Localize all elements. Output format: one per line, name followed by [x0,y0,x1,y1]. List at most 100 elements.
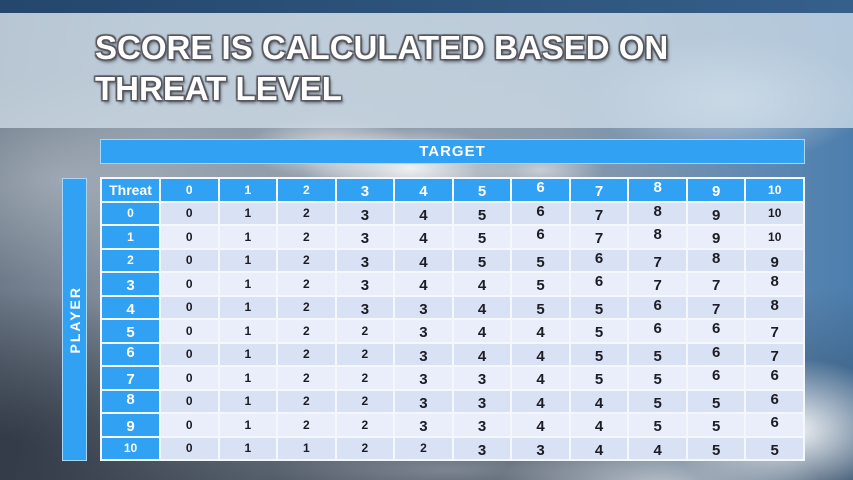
score-cell: 3 [395,343,452,365]
score-cell: 7 [629,273,686,295]
score-cell: 3 [453,437,511,459]
score-cell: 3 [395,390,452,412]
score-cell: 2 [278,343,335,365]
score-cell: 4 [512,414,569,436]
player-row-label: 8 [102,390,159,412]
player-row-label: 6 [102,343,159,365]
player-row-label: 10 [102,437,159,459]
top-sky-strip [0,0,853,13]
target-label: TARGET [419,143,486,160]
score-cell: 5 [629,343,686,365]
score-cell: 0 [161,273,218,295]
score-cell: 2 [336,390,394,412]
score-cell: 2 [336,437,394,459]
target-column-header: 2 [278,179,335,201]
score-cell: 2 [336,343,394,365]
score-cell: 2 [336,367,394,389]
score-cell: 3 [453,414,511,436]
score-cell: 10 [746,226,803,248]
score-cell: 9 [687,202,745,224]
score-cell: 0 [161,367,218,389]
score-cell: 5 [687,414,745,436]
player-row-label: 9 [102,414,159,436]
score-cell: 2 [278,367,335,389]
score-cell: 4 [512,390,569,412]
score-cell: 2 [278,296,335,318]
score-cell: 9 [746,249,803,271]
score-cell: 2 [278,390,335,412]
score-cell: 6 [687,320,745,342]
score-cell: 2 [278,320,335,342]
score-cell: 0 [161,296,218,318]
player-row-label: 5 [102,320,159,342]
score-cell: 3 [512,437,569,459]
score-cell: 3 [336,226,394,248]
threat-corner-header: Threat [102,179,159,201]
score-cell: 5 [453,202,511,224]
score-cell: 3 [453,367,511,389]
player-row-label: 2 [102,249,159,271]
score-cell: 5 [746,437,803,459]
score-cell: 4 [453,320,511,342]
score-cell: 8 [687,249,745,271]
score-cell: 0 [161,226,218,248]
score-cell: 4 [570,390,628,412]
score-cell: 0 [161,320,218,342]
score-cell: 0 [161,390,218,412]
score-cell: 0 [161,437,218,459]
score-cell: 2 [278,414,335,436]
score-cell: 8 [629,226,686,248]
target-column-header: 3 [336,179,394,201]
target-header-bar: TARGET [100,139,805,164]
target-column-header: 8 [629,179,686,201]
target-column-header: 4 [395,179,452,201]
score-cell: 4 [453,343,511,365]
score-cell: 5 [570,320,628,342]
score-cell: 1 [219,343,277,365]
score-cell: 1 [219,273,277,295]
score-cell: 7 [687,296,745,318]
score-cell: 1 [219,202,277,224]
score-cell: 0 [161,414,218,436]
score-cell: 8 [746,296,803,318]
score-cell: 5 [570,343,628,365]
score-cell: 7 [629,249,686,271]
player-label: PLAYER [66,285,83,354]
score-cell: 5 [570,296,628,318]
score-cell: 1 [219,296,277,318]
score-cell: 4 [512,343,569,365]
score-cell: 2 [278,249,335,271]
score-cell: 7 [746,343,803,365]
score-cell: 1 [219,226,277,248]
score-cell: 6 [629,320,686,342]
player-sidebar-bar: PLAYER [62,178,87,461]
score-cell: 5 [453,226,511,248]
score-cell: 5 [629,414,686,436]
score-cell: 5 [512,249,569,271]
score-cell: 1 [219,437,277,459]
score-cell: 1 [219,320,277,342]
score-cell: 4 [453,296,511,318]
score-cell: 6 [687,343,745,365]
score-cell: 3 [336,249,394,271]
score-cell: 4 [512,367,569,389]
score-cell: 5 [512,273,569,295]
title-band [0,13,853,128]
score-cell: 7 [687,273,745,295]
score-cell: 5 [629,390,686,412]
score-cell: 5 [512,296,569,318]
score-cell: 1 [219,367,277,389]
score-cell: 7 [570,202,628,224]
score-cell: 3 [336,273,394,295]
score-cell: 3 [336,296,394,318]
score-cell: 2 [395,437,452,459]
score-cell: 9 [687,226,745,248]
score-cell: 3 [453,390,511,412]
score-cell: 6 [746,390,803,412]
score-cell: 3 [336,202,394,224]
score-cell: 0 [161,343,218,365]
score-cell: 7 [570,226,628,248]
score-cell: 6 [629,296,686,318]
target-column-header: 6 [512,179,569,201]
score-cell: 5 [629,367,686,389]
